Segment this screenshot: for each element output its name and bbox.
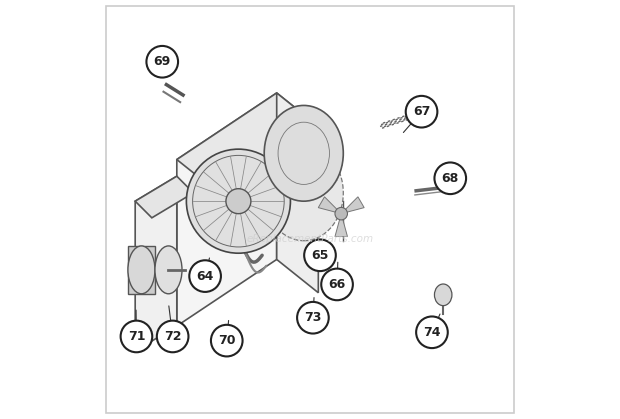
- Text: 64: 64: [197, 269, 214, 282]
- Text: 74: 74: [423, 326, 441, 339]
- Ellipse shape: [435, 284, 452, 305]
- Polygon shape: [177, 93, 318, 193]
- Polygon shape: [128, 246, 155, 294]
- Ellipse shape: [264, 106, 343, 201]
- Circle shape: [187, 149, 290, 253]
- Text: 65: 65: [311, 249, 329, 262]
- Circle shape: [335, 207, 347, 220]
- Circle shape: [304, 240, 336, 271]
- Text: eReplacementParts.com: eReplacementParts.com: [246, 234, 374, 243]
- Text: 71: 71: [128, 330, 145, 343]
- Circle shape: [146, 46, 178, 78]
- Circle shape: [226, 189, 251, 214]
- Text: 73: 73: [304, 311, 322, 324]
- Circle shape: [435, 163, 466, 194]
- Circle shape: [211, 325, 242, 357]
- Text: 67: 67: [413, 105, 430, 118]
- Circle shape: [416, 316, 448, 348]
- Polygon shape: [135, 176, 177, 351]
- Ellipse shape: [128, 246, 155, 294]
- Polygon shape: [277, 93, 318, 293]
- Polygon shape: [177, 93, 277, 326]
- Circle shape: [297, 302, 329, 334]
- Circle shape: [321, 269, 353, 300]
- Polygon shape: [341, 197, 364, 214]
- Circle shape: [121, 321, 153, 352]
- Circle shape: [189, 260, 221, 292]
- Text: 66: 66: [329, 278, 346, 291]
- Ellipse shape: [155, 246, 182, 294]
- Ellipse shape: [264, 145, 343, 241]
- Polygon shape: [318, 197, 341, 214]
- Text: 70: 70: [218, 334, 236, 347]
- Polygon shape: [335, 214, 347, 237]
- Text: 72: 72: [164, 330, 182, 343]
- Text: 69: 69: [154, 55, 171, 68]
- Circle shape: [405, 96, 437, 127]
- Text: 68: 68: [441, 172, 459, 185]
- Circle shape: [157, 321, 188, 352]
- Polygon shape: [135, 176, 193, 218]
